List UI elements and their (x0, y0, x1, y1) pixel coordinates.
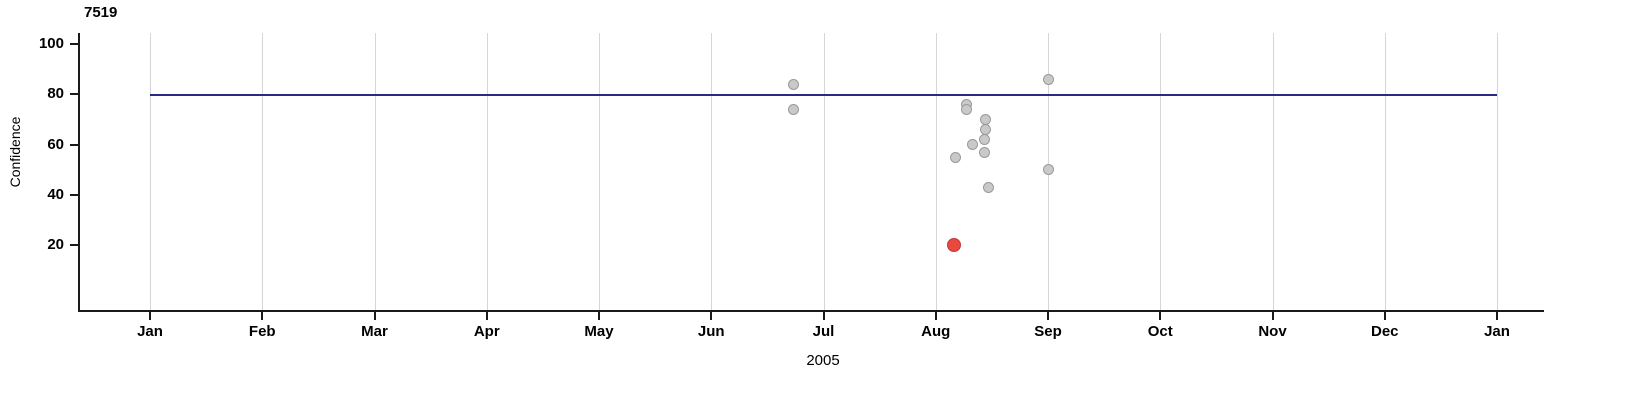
x-axis-tick (934, 312, 937, 320)
x-tick-label: Apr (473, 323, 500, 340)
y-axis-tick (70, 143, 78, 146)
x-axis-tick (149, 312, 151, 320)
x-tick-label: Jun (697, 323, 725, 340)
y-tick-label: 80 (47, 85, 64, 103)
x-axis-tick (485, 312, 488, 320)
data-point (983, 181, 994, 193)
month-gridline (150, 33, 151, 310)
data-point (787, 78, 799, 90)
x-tick-label: Oct (1147, 323, 1173, 340)
chart-title: 7519 (84, 4, 118, 21)
x-tick-label: Nov (1258, 323, 1287, 340)
y-tick-label: 100 (38, 35, 64, 52)
x-axis-tick (1159, 312, 1162, 320)
x-tick-label: Jul (812, 323, 835, 340)
x-axis-tick (1383, 312, 1386, 320)
y-tick-label: 60 (47, 135, 64, 153)
y-axis-tick (70, 93, 78, 96)
data-point (967, 139, 979, 150)
data-point (1042, 164, 1054, 176)
month-gridline (1497, 33, 1498, 310)
data-point (950, 151, 962, 163)
month-gridline (1384, 33, 1386, 310)
data-point (960, 103, 972, 115)
month-gridline (374, 33, 376, 310)
y-tick-label: 20 (47, 236, 64, 253)
x-axis-tick (710, 312, 713, 320)
y-axis-title: Confidence (7, 116, 23, 188)
month-gridline (262, 33, 264, 310)
x-axis-title: 2005 (806, 352, 840, 369)
data-point (1042, 73, 1054, 85)
month-gridline (1272, 33, 1274, 310)
month-gridline (1160, 33, 1162, 310)
x-axis-tick (373, 312, 376, 320)
x-axis-tick (1271, 312, 1274, 320)
x-tick-label: Jan (137, 323, 163, 340)
x-axis-tick (1047, 312, 1049, 320)
x-axis-tick (598, 312, 600, 320)
y-axis-line (78, 33, 80, 311)
y-tick-label: 40 (47, 185, 64, 203)
x-axis-tick (1496, 312, 1498, 320)
x-tick-label: Aug (921, 323, 951, 340)
x-axis-tick (822, 312, 825, 320)
x-tick-label: Feb (248, 323, 276, 340)
month-gridline (486, 33, 488, 310)
month-gridline (599, 33, 600, 310)
x-axis-tick (261, 312, 264, 320)
reference-line (150, 94, 1497, 96)
x-tick-label: Mar (361, 323, 388, 340)
highlighted-data-point (946, 238, 961, 252)
month-gridline (711, 33, 713, 310)
x-tick-label: Jan (1484, 323, 1510, 340)
month-gridline (935, 33, 937, 310)
month-gridline (823, 33, 825, 310)
y-axis-tick (70, 244, 78, 246)
y-axis-tick (70, 43, 78, 45)
x-tick-label: Dec (1370, 323, 1399, 340)
y-axis-tick (70, 193, 78, 196)
x-tick-label: May (584, 323, 614, 340)
data-point (978, 146, 990, 158)
x-tick-label: Sep (1034, 323, 1062, 340)
data-point (787, 103, 799, 115)
data-point (978, 133, 990, 145)
x-axis-line (78, 310, 1544, 312)
